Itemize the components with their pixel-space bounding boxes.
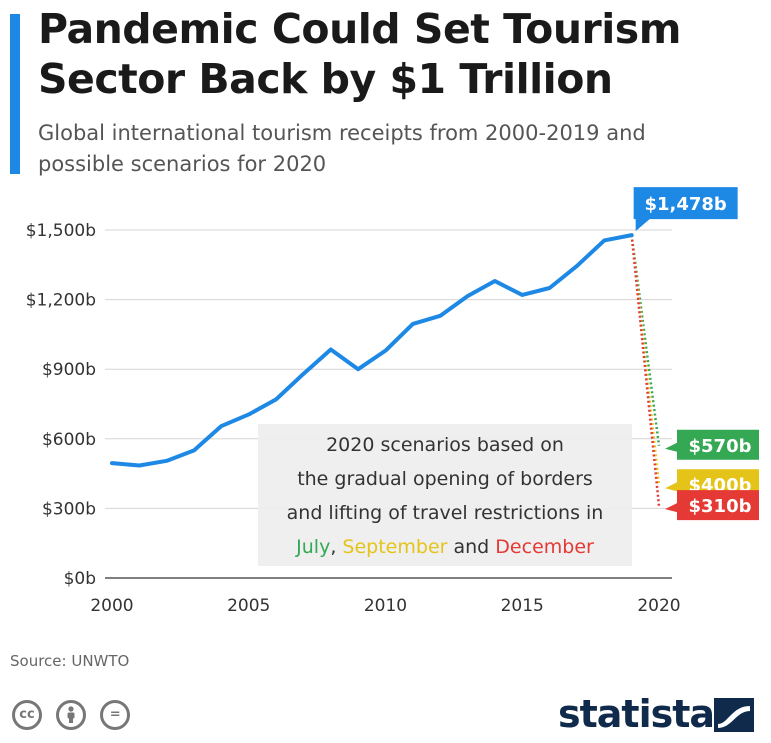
scenario-note: 2020 scenarios based on the gradual open…	[258, 424, 632, 566]
callout-box	[633, 187, 738, 232]
scenario-line-december	[630, 234, 661, 507]
x-tick-label: 2005	[227, 596, 270, 616]
note-line-4: July, September and December	[258, 530, 632, 564]
x-tick-label: 2020	[637, 596, 680, 616]
x-tick-label: 2000	[90, 596, 133, 616]
accent-bar	[10, 14, 20, 174]
attribution-icon[interactable]	[56, 700, 87, 730]
note-and: and	[453, 536, 490, 558]
license-icons: cc =	[12, 700, 139, 734]
logo-mark-icon	[714, 698, 754, 732]
note-comma: ,	[330, 536, 337, 558]
chart: $0b $300b $600b $900b $1,200b $1,500b 2000 2005…	[26, 187, 759, 616]
series-line	[110, 233, 634, 468]
y-tick-label: $1,200b	[26, 291, 96, 311]
x-tick-label: 2015	[501, 596, 544, 616]
scenario-label-box	[665, 490, 759, 521]
source-note: Source: UNWTO	[10, 652, 130, 670]
note-line-2: the gradual opening of borders	[297, 468, 593, 490]
y-tick-label: $300b	[42, 499, 96, 519]
note-september: September	[342, 536, 448, 558]
note-december: December	[495, 536, 594, 558]
y-tick-label: $0b	[64, 569, 96, 589]
logo-text: statista	[558, 692, 715, 736]
scenario-line-july	[630, 234, 661, 446]
scenario-label: $310b	[689, 496, 752, 517]
scenario-label-box	[665, 429, 759, 460]
scenario-label: $570b	[689, 436, 752, 457]
y-tick-label: $1,500b	[26, 221, 96, 241]
page-subtitle: Global international tourism receipts fr…	[38, 121, 646, 176]
page-title: Pandemic Could Set Tourism Sector Back b…	[38, 5, 681, 103]
callout-label: $1,478b	[644, 194, 726, 215]
note-line-3: and lifting of travel restrictions in	[286, 502, 604, 524]
note-july: July	[296, 536, 331, 558]
y-tick-label: $600b	[42, 430, 96, 450]
no-derivatives-icon[interactable]: =	[100, 700, 131, 730]
x-tick-label: 2010	[364, 596, 407, 616]
cc-icon[interactable]: cc	[12, 700, 42, 730]
y-tick-label: $900b	[42, 360, 96, 380]
note-line-1: 2020 scenarios based on	[326, 434, 564, 456]
